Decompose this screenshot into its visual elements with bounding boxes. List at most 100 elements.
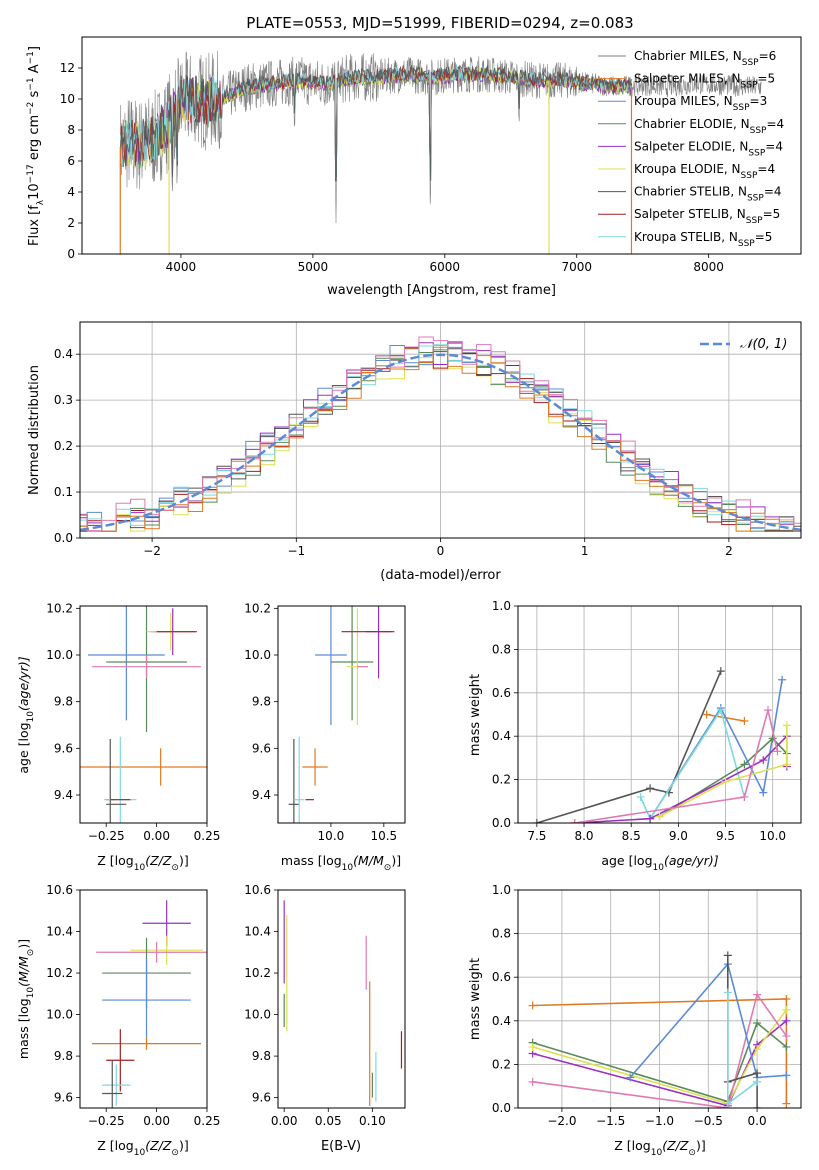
x-tick-label: 8.5	[622, 829, 641, 843]
series-line	[649, 679, 783, 820]
y-tick-label: 0.0	[492, 816, 511, 830]
axes-frame	[517, 605, 802, 824]
data-marker	[773, 747, 782, 756]
plot-area	[283, 900, 403, 1106]
x-tick-label: −1.0	[645, 1114, 674, 1128]
data-marker	[528, 1042, 537, 1051]
legend: Chabrier MILES, NSSP=6 Salpeter MILES, NS…	[598, 49, 784, 249]
y-tick-label: 12	[60, 61, 75, 75]
x-tick-label: −2.0	[547, 1114, 576, 1128]
x-tick-label: 4000	[166, 260, 197, 274]
data-marker	[740, 760, 749, 769]
legend-entry: Chabrier MILES, NSSP=6	[634, 49, 776, 68]
x-tick-label: 6000	[430, 260, 461, 274]
data-marker	[759, 788, 768, 797]
y-tick-label: 1.0	[492, 599, 511, 613]
y-tick-label: 10	[60, 92, 75, 106]
y-tick-label: 10.2	[244, 966, 271, 980]
data-marker	[636, 792, 645, 801]
y-axis-label: mass weight	[468, 958, 483, 1040]
data-marker	[655, 812, 664, 821]
normal-curve	[80, 353, 801, 532]
y-tick-label: 10.6	[46, 883, 73, 897]
panel-mass-weight-vs-age: 7.5 8.0 8.5 9.0 9.5 10.0 0.0 0.2 0.4 0.6 0.8 1.0 age…	[468, 599, 802, 873]
data-marker	[532, 819, 541, 823]
x-tick-label: 5000	[298, 260, 329, 274]
x-tick-label: −0.5	[694, 1114, 723, 1128]
data-marker	[763, 706, 772, 715]
x-tick-label: 8000	[693, 260, 724, 274]
x-axis-label: mass [log10(M/M⊙)]	[281, 853, 401, 873]
y-tick-label: 8	[67, 123, 75, 137]
data-marker	[782, 995, 791, 1003]
series-line	[574, 709, 779, 823]
x-tick-label: 0.25	[194, 1114, 221, 1128]
data-marker	[782, 1071, 791, 1080]
x-tick-label: −0.25	[88, 1114, 125, 1128]
series-line	[629, 962, 787, 1079]
panel-mass-weight-vs-Z: −2.0 −1.5 −1.0 −0.5 0.0 0.0 0.2 0.4 0.6 0.8 1.0 Z […	[468, 883, 802, 1158]
x-axis-label: Z [log10(Z/Z⊙)]	[614, 1138, 705, 1158]
y-tick-label: 10.0	[244, 648, 271, 662]
panel-mass-vs-age: 10.0 10.5 9.4 9.6 9.8 10.0 10.2 mass [log10(M/M…	[244, 601, 406, 873]
y-tick-label: 0.8	[492, 642, 511, 656]
y-tick-label: 0.4	[492, 729, 511, 743]
spectrum-data-line	[120, 50, 762, 224]
x-tick-label: 10.5	[370, 829, 397, 843]
data-marker	[646, 814, 655, 823]
y-tick-label: 9.8	[54, 1049, 73, 1063]
data-marker	[528, 1001, 537, 1010]
data-marker	[753, 1045, 762, 1054]
y-axis-label: mass weight	[468, 674, 483, 756]
x-tick-label: 10.0	[318, 829, 345, 843]
data-marker	[753, 1077, 762, 1086]
x-tick-label: 7.5	[527, 829, 546, 843]
y-tick-label: 0.4	[54, 347, 73, 361]
plot-area	[92, 900, 207, 1108]
legend-entry: 𝒩(0, 1)	[740, 337, 787, 352]
legend-entry: Kroupa MILES, NSSP=3	[634, 94, 767, 113]
y-tick-label: 0.0	[492, 1101, 511, 1115]
y-tick-label: 10.2	[244, 601, 271, 615]
panel-spectrum: 4000 5000 6000 7000 8000 0 2 4 6 8 10 12 wavelength …	[26, 36, 802, 298]
y-tick-label: 9.4	[252, 788, 271, 802]
figure-title: PLATE=0553, MJD=51999, FIBERID=0294, z=0…	[246, 14, 633, 32]
y-tick-label: 4	[67, 185, 75, 199]
y-tick-label: 0.1	[54, 485, 73, 499]
y-axis-label: Flux [fλ10−17 erg cm−2 s−1 A−1]	[26, 46, 46, 246]
data-marker	[759, 756, 768, 765]
x-tick-label: 7000	[561, 260, 592, 274]
y-tick-label: 0.6	[492, 970, 511, 984]
legend-entry: Salpeter ELODIE, NSSP=4	[634, 139, 783, 158]
y-tick-label: 9.6	[54, 741, 73, 755]
x-tick-label: 10.0	[759, 829, 786, 843]
x-tick-label: 0.0	[748, 1114, 767, 1128]
y-tick-label: 9.8	[252, 695, 271, 709]
data-marker	[702, 710, 711, 719]
y-tick-label: 10.0	[244, 1008, 271, 1022]
axes-frame	[277, 889, 406, 1109]
y-tick-label: 9.6	[54, 1091, 73, 1105]
legend: 𝒩(0, 1)	[700, 337, 787, 352]
plot-area	[288, 606, 395, 823]
legend-entry: Salpeter MILES, NSSP=5	[634, 72, 775, 91]
data-marker	[782, 1099, 791, 1108]
panel-Z-vs-mass: −0.25 0.00 0.25 9.6 9.8 10.0 10.2 10.4 10.6 Z [lo…	[16, 883, 220, 1158]
y-axis-label: Normed distribution	[27, 365, 42, 495]
y-tick-label: 1.0	[492, 883, 511, 897]
y-tick-label: 0.2	[54, 439, 73, 453]
data-marker	[740, 717, 749, 726]
x-tick-label: −2	[143, 544, 161, 558]
panel-EBV-vs-mass: 0.00 0.05 0.10 9.6 9.8 10.0 10.2 10.4 10.6 E(B-V)	[244, 883, 406, 1154]
data-marker	[782, 721, 791, 730]
data-marker	[782, 760, 791, 769]
x-tick-label: 0	[437, 544, 445, 558]
data-marker	[782, 1005, 791, 1014]
x-tick-label: 9.0	[669, 829, 688, 843]
y-tick-label: 10.2	[46, 966, 73, 980]
plot-area	[532, 667, 791, 823]
y-axis-label: age [log10(age/yr)]	[16, 656, 36, 773]
spectrum-model-line	[119, 64, 633, 181]
panel-Z-vs-age: −0.25 0.00 0.25 9.4 9.6 9.8 10.0 10.2 Z [log10(Z…	[16, 601, 220, 873]
y-tick-label: 0.2	[492, 773, 511, 787]
